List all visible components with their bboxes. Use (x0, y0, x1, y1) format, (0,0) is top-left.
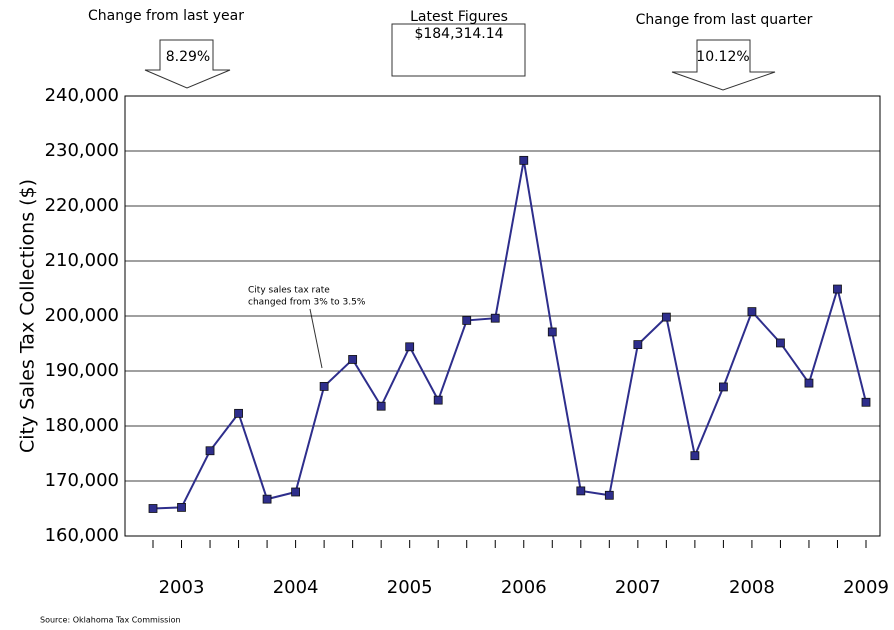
annotation-value: 10.12% (696, 49, 749, 65)
x-tick-label: 2004 (273, 577, 319, 598)
y-tick-label: 200,000 (45, 305, 119, 326)
source: Source: Oklahoma Tax Commission (40, 616, 181, 625)
x-tick-label: 2006 (501, 577, 547, 598)
marker (405, 342, 415, 352)
y-tick-label: 230,000 (45, 140, 119, 161)
y-tick-label: 220,000 (45, 195, 119, 216)
marker (861, 397, 871, 407)
marker (319, 381, 329, 391)
annotation: Change from last year (88, 8, 244, 24)
marker (547, 327, 557, 337)
x-tick-label: 2008 (729, 577, 775, 598)
marker (776, 338, 785, 348)
y-tick-label: 190,000 (45, 360, 119, 381)
x-tick-label: 2005 (387, 577, 433, 598)
marker (205, 446, 215, 456)
marker (804, 378, 814, 388)
marker (376, 401, 386, 411)
note: City sales tax rate (248, 286, 330, 296)
note-pointer (309, 308, 323, 369)
annotation-value: 8.29% (166, 49, 210, 65)
marker (661, 312, 671, 322)
marker (462, 315, 472, 325)
x-tick-label: 2009 (843, 577, 889, 598)
marker (490, 313, 500, 323)
marker (519, 155, 529, 165)
line (152, 160, 867, 510)
y-axis-label: City Sales Tax Collections ($) (17, 179, 39, 453)
x-tick-label: 2007 (615, 577, 661, 598)
y-tick-label: 240,000 (45, 85, 119, 106)
note: changed from 3% to 3.5% (248, 298, 366, 308)
marker (348, 355, 358, 364)
annotation-value: $184,314.14 (414, 26, 503, 42)
marker (604, 490, 614, 500)
marker (576, 486, 586, 496)
marker (633, 340, 643, 350)
annotation: Latest Figures (410, 9, 508, 25)
marker (719, 382, 728, 392)
marker (262, 494, 272, 504)
annotation: Change from last quarter (636, 12, 813, 28)
y-tick-label: 170,000 (45, 470, 119, 491)
latest-box (391, 23, 526, 77)
y-tick-label: 180,000 (45, 415, 119, 436)
marker (177, 502, 186, 512)
down-arrow (671, 39, 776, 91)
x-tick-label: 2003 (159, 577, 205, 598)
marker (291, 487, 301, 497)
marker (833, 284, 842, 294)
marker (234, 408, 243, 418)
down-arrow (144, 39, 231, 89)
y-tick-label: 210,000 (45, 250, 119, 271)
marker (690, 451, 700, 461)
marker (433, 395, 443, 405)
marker (148, 504, 158, 513)
y-tick-label: 160,000 (45, 525, 119, 546)
marker (747, 307, 757, 317)
